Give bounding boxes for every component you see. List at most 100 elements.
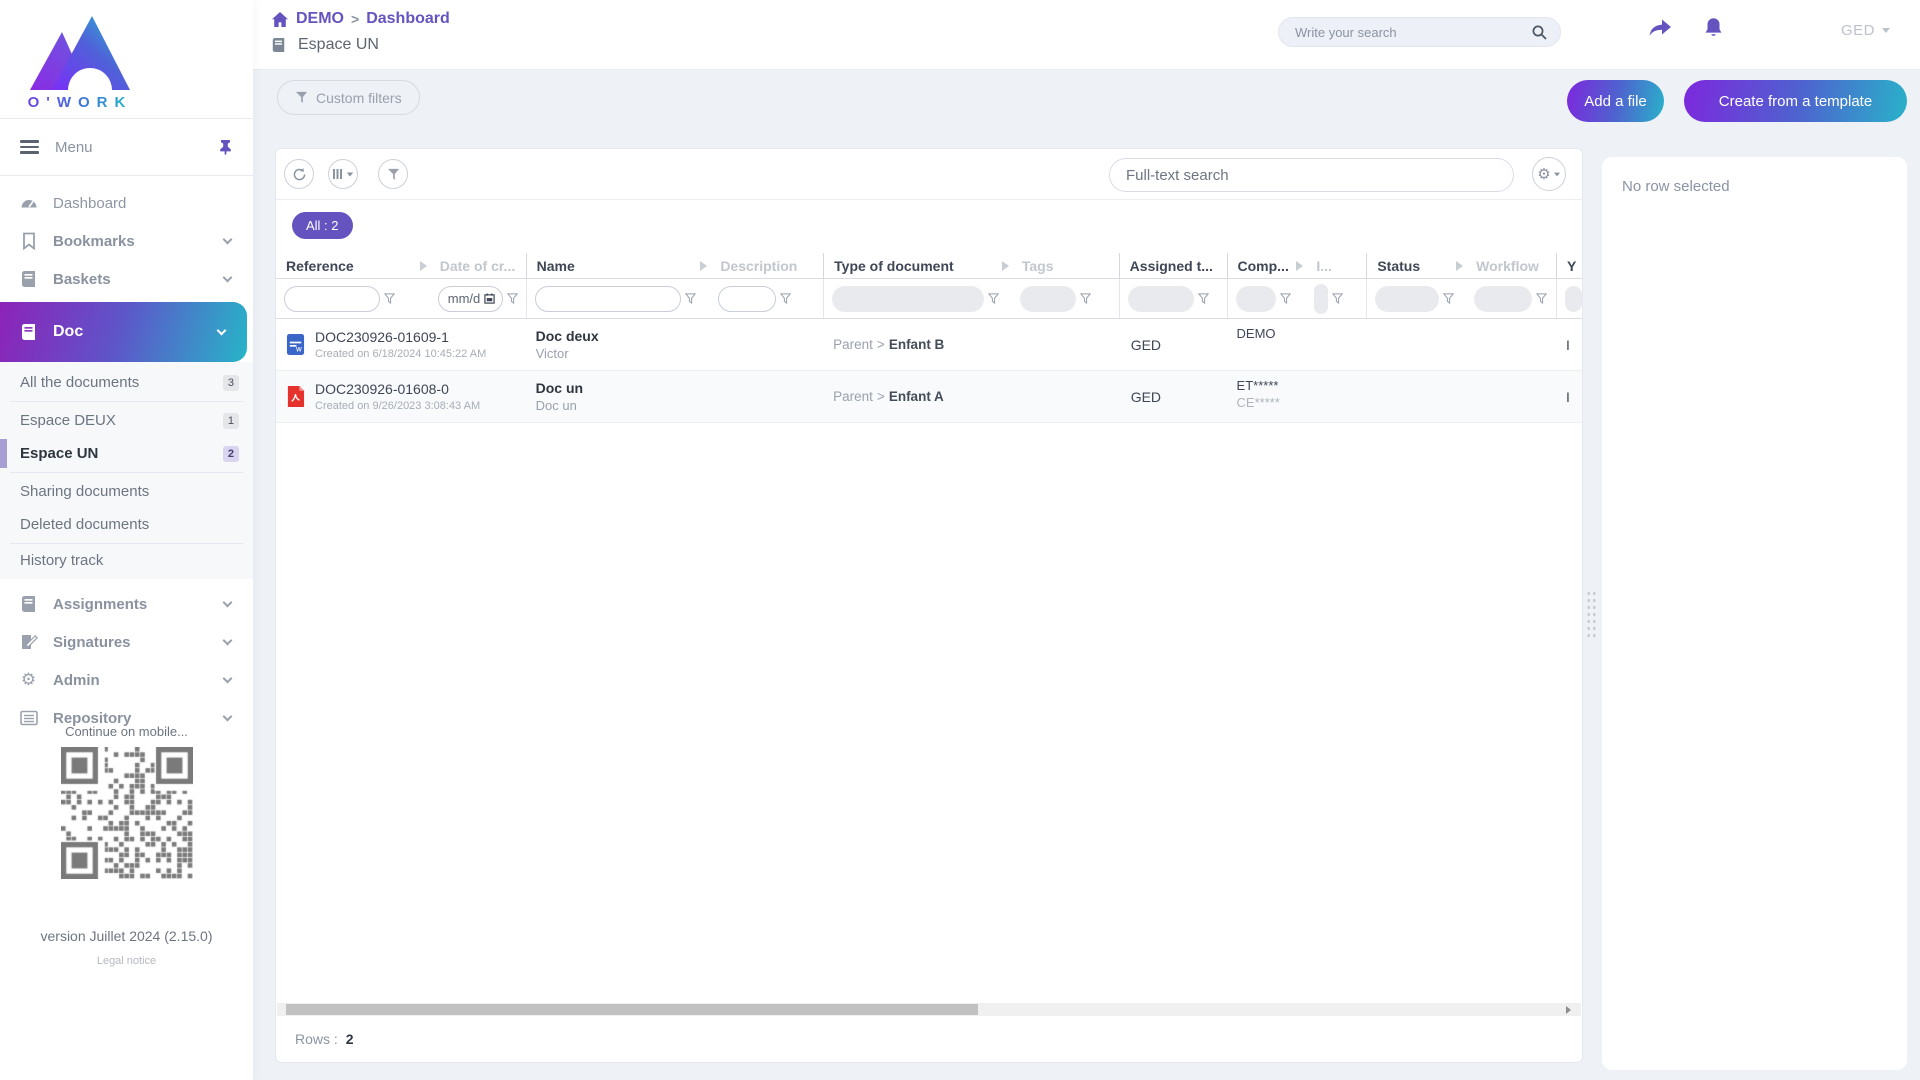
submenu-label: History track <box>20 552 104 569</box>
col-header-assigned[interactable]: Assigned t... <box>1118 253 1227 278</box>
columns-icon <box>333 169 342 179</box>
user-menu[interactable]: GED <box>1841 22 1890 39</box>
add-file-button[interactable]: Add a file <box>1567 80 1664 122</box>
expand-arrow-icon[interactable] <box>700 260 708 271</box>
expand-arrow-icon[interactable] <box>1296 260 1304 271</box>
expand-arrow-icon[interactable] <box>1456 260 1464 271</box>
home-icon[interactable] <box>271 11 289 28</box>
doc-type-child: Enfant B <box>888 337 945 352</box>
funnel-outline-icon[interactable] <box>1332 293 1344 304</box>
breadcrumb-current[interactable]: Dashboard <box>366 10 450 27</box>
submenu-item-history-track[interactable]: History track <box>0 546 253 579</box>
col-header-y[interactable]: Y <box>1556 253 1582 278</box>
bookmark-icon <box>19 232 38 251</box>
funnel-outline-icon[interactable] <box>1079 293 1091 304</box>
col-header-date[interactable]: Date of cr... <box>439 257 516 274</box>
space-title: Espace UN <box>298 36 379 53</box>
expand-arrow-icon[interactable] <box>419 260 427 271</box>
sidebar: O'WORK Menu Dashboard Bookmarks Bas <box>0 0 253 1080</box>
tab-all[interactable]: All : 2 <box>292 212 353 239</box>
funnel-outline-icon[interactable] <box>684 293 696 304</box>
refresh-button[interactable] <box>284 159 314 189</box>
chevron-down-icon <box>216 325 227 335</box>
breadcrumb-root[interactable]: DEMO <box>296 10 344 27</box>
table-settings-button[interactable]: ⚙ <box>1532 157 1566 191</box>
col-header-reference[interactable]: Reference <box>276 253 430 278</box>
sidebar-item-dashboard[interactable]: Dashboard <box>0 184 253 222</box>
doc-reference: DOC230926-01608-0 <box>315 381 449 397</box>
create-from-template-button[interactable]: Create from a template <box>1684 80 1907 122</box>
table-row[interactable]: DOC230926-01608-0 Created on 9/26/2023 3… <box>276 371 1582 423</box>
expand-arrow-icon[interactable] <box>1001 260 1009 271</box>
funnel-outline-icon[interactable] <box>507 293 519 304</box>
funnel-outline-icon[interactable] <box>988 293 1000 304</box>
sidebar-item-signatures[interactable]: Signatures <box>0 623 253 661</box>
col-header-status[interactable]: Status <box>1366 253 1466 278</box>
chevron-down-icon <box>222 673 233 683</box>
count-badge: 3 <box>222 374 239 391</box>
doc-company: ET***** <box>1236 378 1279 393</box>
col-header-i[interactable]: I... <box>1316 257 1332 274</box>
type-separator: > <box>876 389 885 404</box>
filter-name-input[interactable] <box>534 285 681 312</box>
global-search-input[interactable] <box>1295 24 1531 40</box>
funnel-outline-icon[interactable] <box>780 293 792 304</box>
app-logo[interactable]: O'WORK <box>0 0 150 118</box>
book-icon <box>19 270 38 289</box>
filter-reference-input[interactable] <box>284 285 380 312</box>
col-header-workflow[interactable]: Workflow <box>1476 257 1539 274</box>
filter-description-input[interactable] <box>718 285 777 312</box>
filter-date-input[interactable]: mm/d <box>437 285 504 312</box>
hamburger-icon[interactable] <box>20 137 39 157</box>
panel-resize-handle[interactable] <box>1586 590 1597 640</box>
horizontal-scrollbar[interactable] <box>277 1003 1581 1016</box>
funnel-outline-icon[interactable] <box>1443 293 1455 304</box>
filter-button[interactable] <box>378 159 408 189</box>
scrollbar-thumb[interactable] <box>286 1004 978 1015</box>
sidebar-item-bookmarks[interactable]: Bookmarks <box>0 222 253 260</box>
divider <box>0 175 253 176</box>
submenu-item-espace-deux[interactable]: Espace DEUX 1 <box>0 404 253 437</box>
col-header-name[interactable]: Name <box>525 253 711 278</box>
funnel-outline-icon[interactable] <box>1279 293 1291 304</box>
menu-bar: Menu <box>0 119 253 175</box>
custom-filters-button[interactable]: Custom filters <box>277 80 420 115</box>
funnel-outline-icon[interactable] <box>384 293 395 304</box>
sidebar-item-baskets[interactable]: Baskets <box>0 260 253 298</box>
table-row[interactable]: w DOC230926-01609-1 Created on 6/18/2024… <box>276 319 1582 371</box>
sidebar-item-admin[interactable]: ⚙ Admin <box>0 661 253 699</box>
submenu-item-all-documents[interactable]: All the documents 3 <box>0 366 253 399</box>
word-file-icon: w <box>286 334 305 355</box>
sidebar-item-repository[interactable]: Repository <box>0 699 253 737</box>
doc-edge-value: I <box>1566 336 1570 353</box>
doc-status <box>1366 371 1556 422</box>
col-header-type[interactable]: Type of document <box>823 253 1012 278</box>
scroll-right-arrow[interactable] <box>1566 1005 1578 1014</box>
sidebar-item-doc[interactable]: Doc <box>0 302 247 362</box>
funnel-outline-icon[interactable] <box>1197 293 1209 304</box>
submenu-item-sharing-documents[interactable]: Sharing documents <box>0 475 253 508</box>
columns-button[interactable] <box>328 159 358 189</box>
gear-icon: ⚙ <box>1537 164 1551 183</box>
sidebar-item-assignments[interactable]: Assignments <box>0 585 253 623</box>
fulltext-search-input[interactable] <box>1126 166 1497 184</box>
divider <box>0 118 253 119</box>
share-button[interactable] <box>1647 16 1675 44</box>
divider <box>10 401 243 402</box>
sidebar-item-label: Bookmarks <box>53 232 135 250</box>
submenu-item-deleted-documents[interactable]: Deleted documents <box>0 508 253 541</box>
col-header-company[interactable]: Comp... <box>1226 253 1307 278</box>
doc-submenu: All the documents 3 Espace DEUX 1 Espace… <box>0 362 253 579</box>
chevron-down-icon <box>222 711 233 721</box>
divider <box>10 472 243 473</box>
col-header-description[interactable]: Description <box>720 257 798 274</box>
col-header-tags[interactable]: Tags <box>1021 257 1054 274</box>
pin-icon[interactable] <box>218 139 233 155</box>
search-icon[interactable] <box>1531 24 1548 41</box>
legal-notice-link[interactable]: Legal notice <box>96 955 157 967</box>
signature-icon <box>19 633 38 652</box>
notifications-button[interactable] <box>1702 16 1730 44</box>
table-footer: Rows : 2 <box>276 1016 1582 1062</box>
funnel-outline-icon[interactable] <box>1536 293 1548 304</box>
submenu-item-espace-un[interactable]: Espace UN 2 <box>0 437 253 470</box>
